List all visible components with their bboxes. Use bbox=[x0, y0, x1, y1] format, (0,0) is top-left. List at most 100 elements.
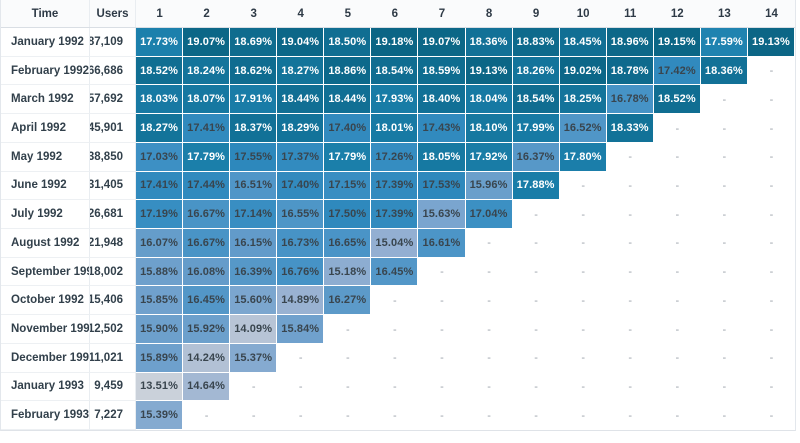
retention-cell[interactable]: 18.50% bbox=[324, 28, 372, 57]
retention-cell[interactable]: 18.62% bbox=[230, 56, 278, 86]
retention-cell[interactable]: 17.53% bbox=[418, 171, 466, 201]
retention-cell[interactable]: 18.33% bbox=[606, 114, 654, 143]
retention-cell[interactable]: 17.99% bbox=[512, 114, 560, 143]
retention-cell[interactable]: 18.27% bbox=[136, 114, 184, 143]
retention-cell[interactable]: 16.08% bbox=[183, 257, 231, 287]
retention-cell[interactable]: 15.96% bbox=[465, 171, 513, 201]
retention-cell[interactable]: 14.09% bbox=[230, 315, 278, 344]
retention-cell[interactable]: 15.89% bbox=[136, 343, 184, 373]
retention-cell[interactable]: 15.92% bbox=[183, 315, 231, 344]
retention-cell[interactable]: 14.64% bbox=[183, 372, 231, 402]
retention-cell[interactable]: 18.59% bbox=[418, 56, 466, 86]
retention-cell[interactable]: 14.24% bbox=[183, 343, 231, 373]
retention-cell[interactable]: 17.41% bbox=[183, 114, 231, 143]
retention-cell[interactable]: 18.54% bbox=[371, 56, 419, 86]
retention-cell[interactable]: 17.93% bbox=[371, 85, 419, 115]
retention-cell[interactable]: 16.07% bbox=[136, 229, 184, 258]
retention-cell[interactable]: 17.04% bbox=[465, 200, 513, 230]
retention-cell[interactable]: 18.03% bbox=[136, 85, 184, 115]
retention-cell[interactable]: 18.44% bbox=[277, 85, 325, 115]
retention-cell[interactable]: 16.61% bbox=[418, 229, 466, 258]
retention-cell[interactable]: 17.50% bbox=[324, 200, 372, 230]
retention-cell[interactable]: 17.40% bbox=[324, 114, 372, 143]
retention-cell[interactable]: 16.76% bbox=[277, 257, 325, 287]
retention-cell[interactable]: 17.80% bbox=[559, 142, 607, 172]
retention-cell[interactable]: 18.07% bbox=[183, 85, 231, 115]
retention-cell[interactable]: 15.90% bbox=[136, 315, 184, 344]
retention-cell[interactable]: 17.55% bbox=[230, 142, 278, 172]
retention-cell[interactable]: 15.84% bbox=[277, 315, 325, 344]
retention-cell[interactable]: 16.55% bbox=[277, 200, 325, 230]
retention-cell[interactable]: 16.39% bbox=[230, 257, 278, 287]
retention-cell[interactable]: 18.29% bbox=[277, 114, 325, 143]
retention-cell[interactable]: 18.27% bbox=[277, 56, 325, 86]
retention-cell[interactable]: 19.15% bbox=[653, 28, 701, 57]
retention-cell[interactable]: 16.65% bbox=[324, 229, 372, 258]
retention-cell[interactable]: 18.10% bbox=[465, 114, 513, 143]
retention-cell[interactable]: 18.25% bbox=[559, 85, 607, 115]
retention-cell[interactable]: 17.15% bbox=[324, 171, 372, 201]
retention-cell[interactable]: 16.67% bbox=[183, 229, 231, 258]
retention-cell[interactable]: 18.78% bbox=[606, 56, 654, 86]
retention-cell[interactable]: 15.37% bbox=[230, 343, 278, 373]
retention-cell[interactable]: 17.44% bbox=[183, 171, 231, 201]
retention-cell[interactable]: 18.40% bbox=[418, 85, 466, 115]
retention-cell[interactable]: 18.44% bbox=[324, 85, 372, 115]
retention-cell[interactable]: 17.88% bbox=[512, 171, 560, 201]
retention-cell[interactable]: 17.14% bbox=[230, 200, 278, 230]
retention-cell[interactable]: 18.83% bbox=[512, 28, 560, 57]
retention-cell[interactable]: 18.36% bbox=[700, 56, 748, 86]
retention-cell[interactable]: 18.54% bbox=[512, 85, 560, 115]
retention-cell[interactable]: 16.78% bbox=[606, 85, 654, 115]
retention-cell[interactable]: 18.52% bbox=[653, 85, 701, 115]
retention-cell[interactable]: 16.52% bbox=[559, 114, 607, 143]
retention-cell[interactable]: 19.07% bbox=[418, 28, 466, 57]
retention-cell[interactable]: 17.91% bbox=[230, 85, 278, 115]
retention-cell[interactable]: 18.05% bbox=[418, 142, 466, 172]
retention-cell[interactable]: 17.39% bbox=[371, 200, 419, 230]
retention-cell[interactable]: 17.92% bbox=[465, 142, 513, 172]
retention-cell[interactable]: 16.67% bbox=[183, 200, 231, 230]
retention-cell[interactable]: 16.73% bbox=[277, 229, 325, 258]
retention-cell[interactable]: 19.02% bbox=[559, 56, 607, 86]
retention-cell[interactable]: 17.42% bbox=[653, 56, 701, 86]
retention-cell[interactable]: 17.39% bbox=[371, 171, 419, 201]
retention-cell[interactable]: 15.04% bbox=[371, 229, 419, 258]
retention-cell[interactable]: 18.36% bbox=[465, 28, 513, 57]
retention-cell[interactable]: 17.79% bbox=[183, 142, 231, 172]
retention-cell[interactable]: 16.51% bbox=[230, 171, 278, 201]
retention-cell[interactable]: 15.88% bbox=[136, 257, 184, 287]
retention-cell[interactable]: 17.43% bbox=[418, 114, 466, 143]
retention-cell[interactable]: 17.79% bbox=[324, 142, 372, 172]
retention-cell[interactable]: 18.37% bbox=[230, 114, 278, 143]
retention-cell[interactable]: 17.26% bbox=[371, 142, 419, 172]
retention-cell[interactable]: 13.51% bbox=[136, 372, 184, 402]
retention-cell[interactable]: 15.60% bbox=[230, 286, 278, 316]
retention-cell[interactable]: 17.40% bbox=[277, 171, 325, 201]
retention-cell[interactable]: 17.03% bbox=[136, 142, 184, 172]
retention-cell[interactable]: 17.73% bbox=[136, 28, 184, 57]
retention-cell[interactable]: 17.19% bbox=[136, 200, 184, 230]
retention-cell[interactable]: 18.69% bbox=[230, 28, 278, 57]
retention-cell[interactable]: 14.89% bbox=[277, 286, 325, 316]
retention-cell[interactable]: 18.45% bbox=[559, 28, 607, 57]
retention-cell[interactable]: 18.52% bbox=[136, 56, 184, 86]
retention-cell[interactable]: 16.15% bbox=[230, 229, 278, 258]
retention-cell[interactable]: 15.63% bbox=[418, 200, 466, 230]
retention-cell[interactable]: 16.37% bbox=[512, 142, 560, 172]
retention-cell[interactable]: 15.85% bbox=[136, 286, 184, 316]
retention-cell[interactable]: 17.37% bbox=[277, 142, 325, 172]
retention-cell[interactable]: 18.01% bbox=[371, 114, 419, 143]
retention-cell[interactable]: 17.41% bbox=[136, 171, 184, 201]
retention-cell[interactable]: 16.45% bbox=[183, 286, 231, 316]
retention-cell[interactable]: 16.45% bbox=[371, 257, 419, 287]
retention-cell[interactable]: 19.13% bbox=[747, 28, 795, 57]
retention-cell[interactable]: 15.39% bbox=[136, 401, 184, 431]
retention-cell[interactable]: 18.04% bbox=[465, 85, 513, 115]
retention-cell[interactable]: 18.86% bbox=[324, 56, 372, 86]
retention-cell[interactable]: 15.18% bbox=[324, 257, 372, 287]
retention-cell[interactable]: 19.13% bbox=[465, 56, 513, 86]
retention-cell[interactable]: 18.24% bbox=[183, 56, 231, 86]
retention-cell[interactable]: 16.27% bbox=[324, 286, 372, 316]
retention-cell[interactable]: 19.07% bbox=[183, 28, 231, 57]
